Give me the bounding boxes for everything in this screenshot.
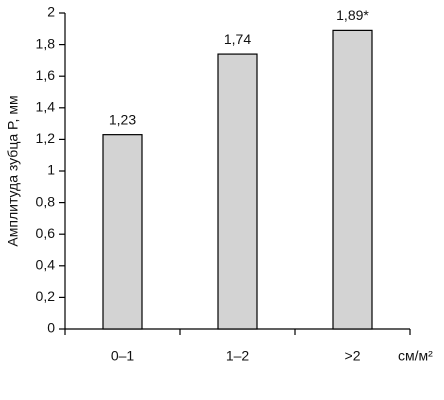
y-tick-label: 1,8 xyxy=(36,35,56,51)
y-tick-label: 1,4 xyxy=(36,99,56,115)
y-tick-label: 1,2 xyxy=(36,130,56,146)
y-tick-label: 1,6 xyxy=(36,67,56,83)
bar xyxy=(217,53,258,330)
bar xyxy=(102,134,143,330)
y-tick-label: 0,2 xyxy=(36,288,56,304)
bar xyxy=(332,29,373,330)
y-tick-label: 1 xyxy=(47,162,55,178)
y-tick-label: 0,8 xyxy=(36,193,56,209)
x-tick-label: >2 xyxy=(345,348,361,364)
value-label: 1,89* xyxy=(336,7,369,23)
x-unit-label: см/м² xyxy=(398,348,433,364)
x-tick-label: 0–1 xyxy=(111,348,135,364)
y-tick-label: 0,6 xyxy=(36,225,56,241)
x-tick-label: 1–2 xyxy=(226,348,250,364)
value-label: 1,74 xyxy=(224,31,251,47)
y-tick-label: 0,4 xyxy=(36,257,56,273)
y-axis-label: Амплитуда зубца P, мм xyxy=(5,95,21,246)
value-label: 1,23 xyxy=(109,111,136,127)
y-tick-label: 2 xyxy=(47,4,55,20)
y-tick-label: 0 xyxy=(47,320,55,336)
